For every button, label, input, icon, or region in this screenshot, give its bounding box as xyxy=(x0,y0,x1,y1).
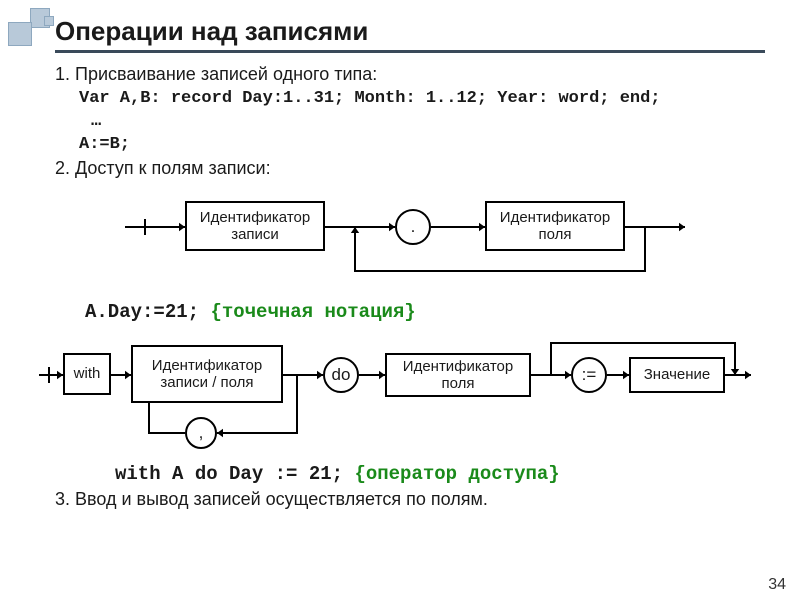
diagram-node-record_id: Идентификаторзаписи xyxy=(185,201,325,251)
diagram-node-field_id: Идентификаторполя xyxy=(485,201,625,251)
syntax-diagram-dot-notation: Идентификаторзаписи. Идентификаторполя xyxy=(85,187,725,297)
code-var-decl: Var A,B: record Day:1..31; Month: 1..12;… xyxy=(79,89,755,108)
diagram-node-do: do xyxy=(323,357,359,393)
section2-heading: 2. Доступ к полям записи: xyxy=(55,158,755,179)
code-dot-notation-comment: {точечная нотация} xyxy=(210,301,415,323)
title-underline xyxy=(55,50,765,53)
diagram-node-with: with xyxy=(63,353,111,395)
code-assign: A:=B; xyxy=(79,135,755,154)
code-with-comment: {оператор доступа} xyxy=(354,463,559,485)
diagram-node-value: Значение xyxy=(629,357,725,393)
page-title: Операции над записями xyxy=(55,16,368,46)
code-dot-notation: A.Day:=21; xyxy=(85,301,199,323)
diagram-node-assign: := xyxy=(571,357,607,393)
page-number: 34 xyxy=(768,576,786,594)
code-dots: … xyxy=(91,112,755,131)
diagram-node-field_id: Идентификаторполя xyxy=(385,353,531,397)
diagram-node-dot: . xyxy=(395,209,431,245)
section1-heading: 1. Присваивание записей одного типа: xyxy=(55,64,755,85)
diagram-node-rec_field: Идентификаторзаписи / поля xyxy=(131,345,283,403)
syntax-diagram-with: with Идентификаторзаписи / поля, do Идентиф… xyxy=(35,339,755,459)
section3-heading: 3. Ввод и вывод записей осуществляется п… xyxy=(55,489,755,510)
diagram-node-comma: , xyxy=(185,417,217,449)
code-with-stmt: with A do Day := 21; xyxy=(115,463,343,485)
